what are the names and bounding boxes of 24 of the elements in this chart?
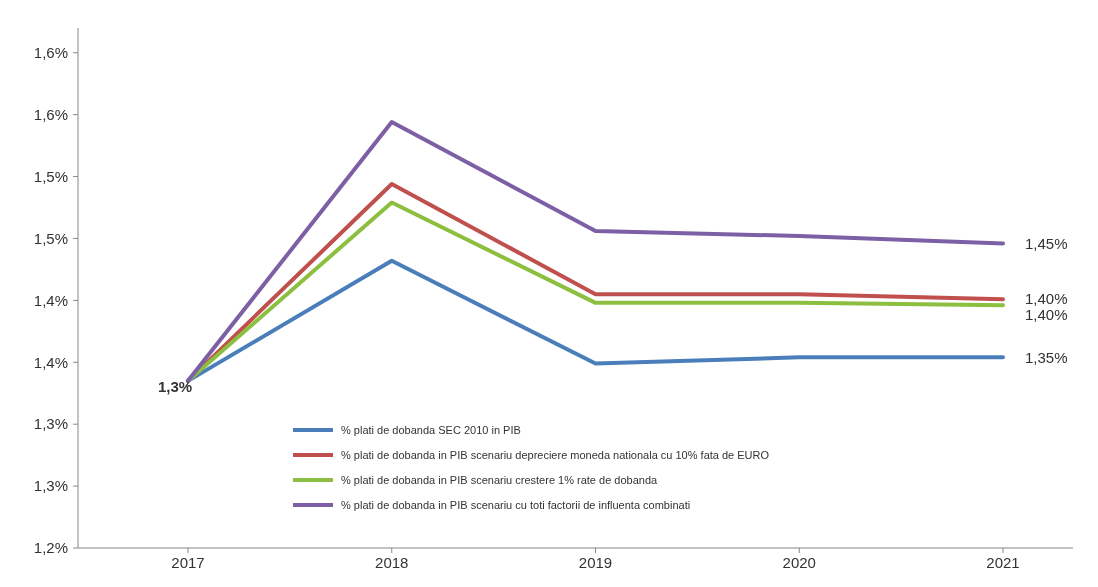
line-series (186, 120, 1005, 383)
legend-label: % plati de dobanda SEC 2010 in PIB (341, 423, 521, 436)
y-tick-label: 1,5% (33, 229, 68, 247)
data-label: 1,35% (1025, 348, 1068, 366)
y-tick-label: 1,6% (33, 105, 68, 123)
data-label: 1,40% (1025, 306, 1068, 324)
x-tick-label: 2021 (986, 554, 1020, 571)
data-label: 1,45% (1025, 234, 1068, 252)
legend-label: % plati de dobanda in PIB scenariu crestere 1% rate de dobanda (341, 473, 659, 486)
y-tick-label: 1,4% (33, 353, 68, 371)
data-label: 1,3% (158, 378, 193, 396)
y-tick-label: 1,3% (33, 477, 68, 495)
y-tick-label: 1,2% (33, 539, 68, 557)
legend-label: % plati de dobanda in PIB scenariu cu toti factorii de influenta combinati (341, 498, 691, 511)
x-tick-label: 2019 (578, 554, 613, 571)
y-tick-label: 1,6% (33, 44, 68, 62)
y-tick-label: 1,4% (33, 291, 68, 309)
x-tick-label: 2020 (782, 554, 816, 571)
legend-label: % plati de dobanda in PIB scenariu depreciere moneda nationala cu 10% fata de EURO (341, 448, 770, 461)
x-tick-label: 2018 (375, 554, 409, 571)
y-tick-label: 1,5% (33, 167, 68, 185)
data-label: 1,40% (1025, 290, 1068, 308)
x-tick-label: 2017 (171, 554, 205, 571)
y-tick-label: 1,3% (33, 415, 68, 433)
